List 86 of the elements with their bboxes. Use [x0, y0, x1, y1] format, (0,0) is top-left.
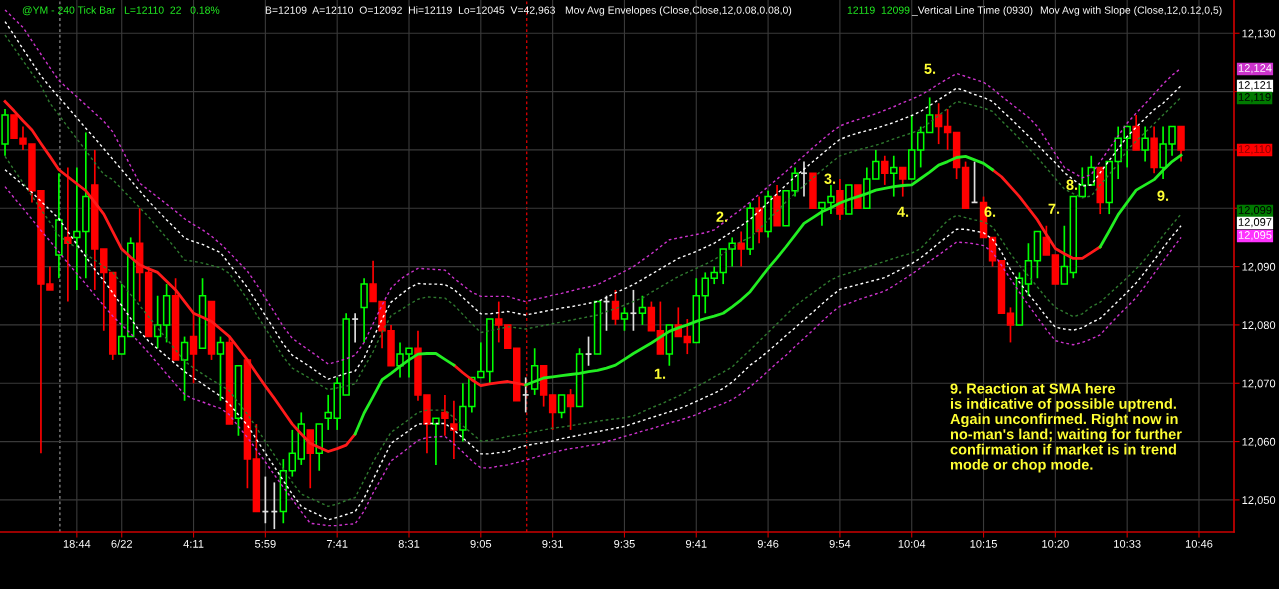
annotation: 3.	[824, 173, 836, 184]
x-tick-label: 6/22	[111, 539, 132, 548]
candlestick	[1177, 125, 1185, 163]
annotation: 7.	[1048, 203, 1060, 214]
candlestick	[548, 394, 557, 431]
candlestick	[1141, 125, 1149, 163]
text: 12,099	[1238, 206, 1272, 216]
candlestick	[800, 160, 808, 198]
candlestick	[64, 166, 72, 303]
y-tick-label: 12,130	[1242, 29, 1276, 39]
y-tick-label: 12,080	[1242, 321, 1276, 331]
candlestick	[881, 154, 889, 186]
candlestick	[288, 429, 297, 478]
candlestick	[189, 312, 198, 385]
candlestick	[629, 289, 638, 332]
annotation: 2.	[716, 211, 728, 222]
text: 12,119	[1238, 93, 1271, 103]
y-tick-label: 12,050	[1242, 496, 1276, 506]
x-tick-label: 10:20	[1042, 539, 1069, 548]
y-tick-label: 12,090	[1242, 262, 1276, 273]
candlestick	[495, 300, 503, 344]
x-tick-label: 10:46	[1185, 539, 1213, 548]
candlestick	[180, 335, 189, 402]
x-tick-label: 9:35	[614, 539, 635, 548]
x-tick-label: 18:44	[63, 539, 91, 548]
candlestick	[925, 96, 934, 134]
candlestick	[683, 318, 692, 355]
candlestick	[755, 195, 763, 245]
x-tick-label: 10:15	[970, 539, 997, 548]
candlestick	[584, 335, 593, 367]
candlestick	[566, 388, 575, 431]
y-tick-label: 12,070	[1242, 379, 1276, 389]
candlestick	[943, 108, 952, 151]
candlestick	[916, 125, 925, 169]
x-tick-label: 7:41	[326, 540, 348, 548]
candlestick	[611, 289, 620, 326]
annotation: 9.	[1157, 190, 1169, 201]
candlestick	[441, 394, 449, 437]
annotation: Mov Avg Envelopes (Close,Close,12,0.08,0.08,0)	[565, 6, 792, 16]
x-tick-label: 10:33	[1114, 539, 1141, 548]
candlestick	[620, 306, 629, 332]
candlestick	[1024, 242, 1033, 297]
candlestick	[557, 394, 566, 420]
x-tick-label: 8:31	[398, 539, 420, 548]
candlestick	[432, 417, 440, 466]
annotation: _Vertical Line Time (0930)	[911, 6, 1033, 16]
x-tick-label: 9:05	[470, 539, 492, 548]
candlestick	[638, 294, 647, 326]
candlestick	[450, 399, 458, 460]
x-tick-label: 9:31	[542, 539, 563, 548]
candlestick	[1060, 224, 1069, 285]
y-tick-label: 12,060	[1242, 437, 1276, 448]
annotation: 12119 12099	[847, 6, 910, 14]
candlestick	[360, 277, 368, 344]
text: 12,121	[1238, 81, 1272, 91]
x-tick-label: 5:59	[255, 539, 276, 548]
text: 12,095	[1238, 231, 1272, 241]
text: @YM - 240 Tick Bar L=12110 22 0.18%	[22, 6, 220, 16]
annotation: 1.	[654, 368, 666, 379]
candlestick	[521, 376, 530, 414]
x-tick-label: 10:04	[898, 539, 926, 548]
annotation: 8.	[1066, 179, 1078, 190]
candlestick	[647, 300, 656, 332]
candlestick	[934, 102, 943, 145]
candlestick	[836, 178, 844, 221]
candlestick	[899, 166, 907, 198]
text: 12,097	[1238, 218, 1272, 228]
x-tick-label: 4:11	[183, 540, 204, 548]
text: 12,124	[1238, 64, 1272, 74]
annotation: 5.	[924, 63, 936, 74]
candlestick	[1006, 306, 1015, 344]
candlestick	[504, 324, 512, 350]
candlestick	[1132, 114, 1140, 151]
candlestick	[890, 154, 898, 198]
text: 12,110	[1238, 145, 1271, 155]
x-tick-label: 9:54	[829, 539, 851, 548]
annotation: 4.	[897, 206, 909, 217]
annotation: 9. Reaction at SMA here is indicative of possible uptrend. Again unconfirmed. Right now in no-man's land; waiting for further confirmation if market is in trend mode or chop mode.	[950, 383, 1182, 473]
x-tick-label: 9:41	[685, 539, 707, 548]
candlestick	[118, 283, 126, 355]
candlestick	[351, 312, 359, 344]
candlestick	[216, 335, 225, 402]
text: B=12109 A=12110 O=12092 Hi=12119 Lo=12045 V=42,963	[265, 6, 555, 16]
annotation: Mov Avg with Slope (Close,12,0.12,0,5)	[1040, 6, 1222, 16]
x-tick-label: 9:46	[757, 539, 779, 548]
candlestick	[737, 230, 745, 268]
